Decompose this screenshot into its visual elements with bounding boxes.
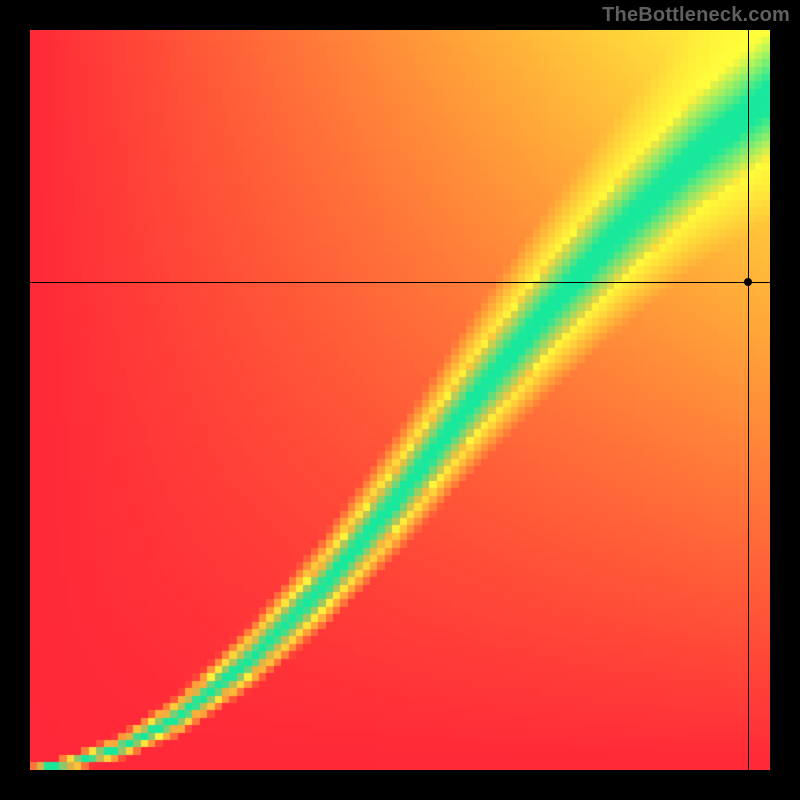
bottleneck-heatmap xyxy=(30,30,770,770)
crosshair-horizontal xyxy=(30,282,770,283)
chart-container: TheBottleneck.com xyxy=(0,0,800,800)
watermark-text: TheBottleneck.com xyxy=(602,4,790,27)
crosshair-marker xyxy=(744,278,752,286)
crosshair-vertical xyxy=(748,30,749,770)
